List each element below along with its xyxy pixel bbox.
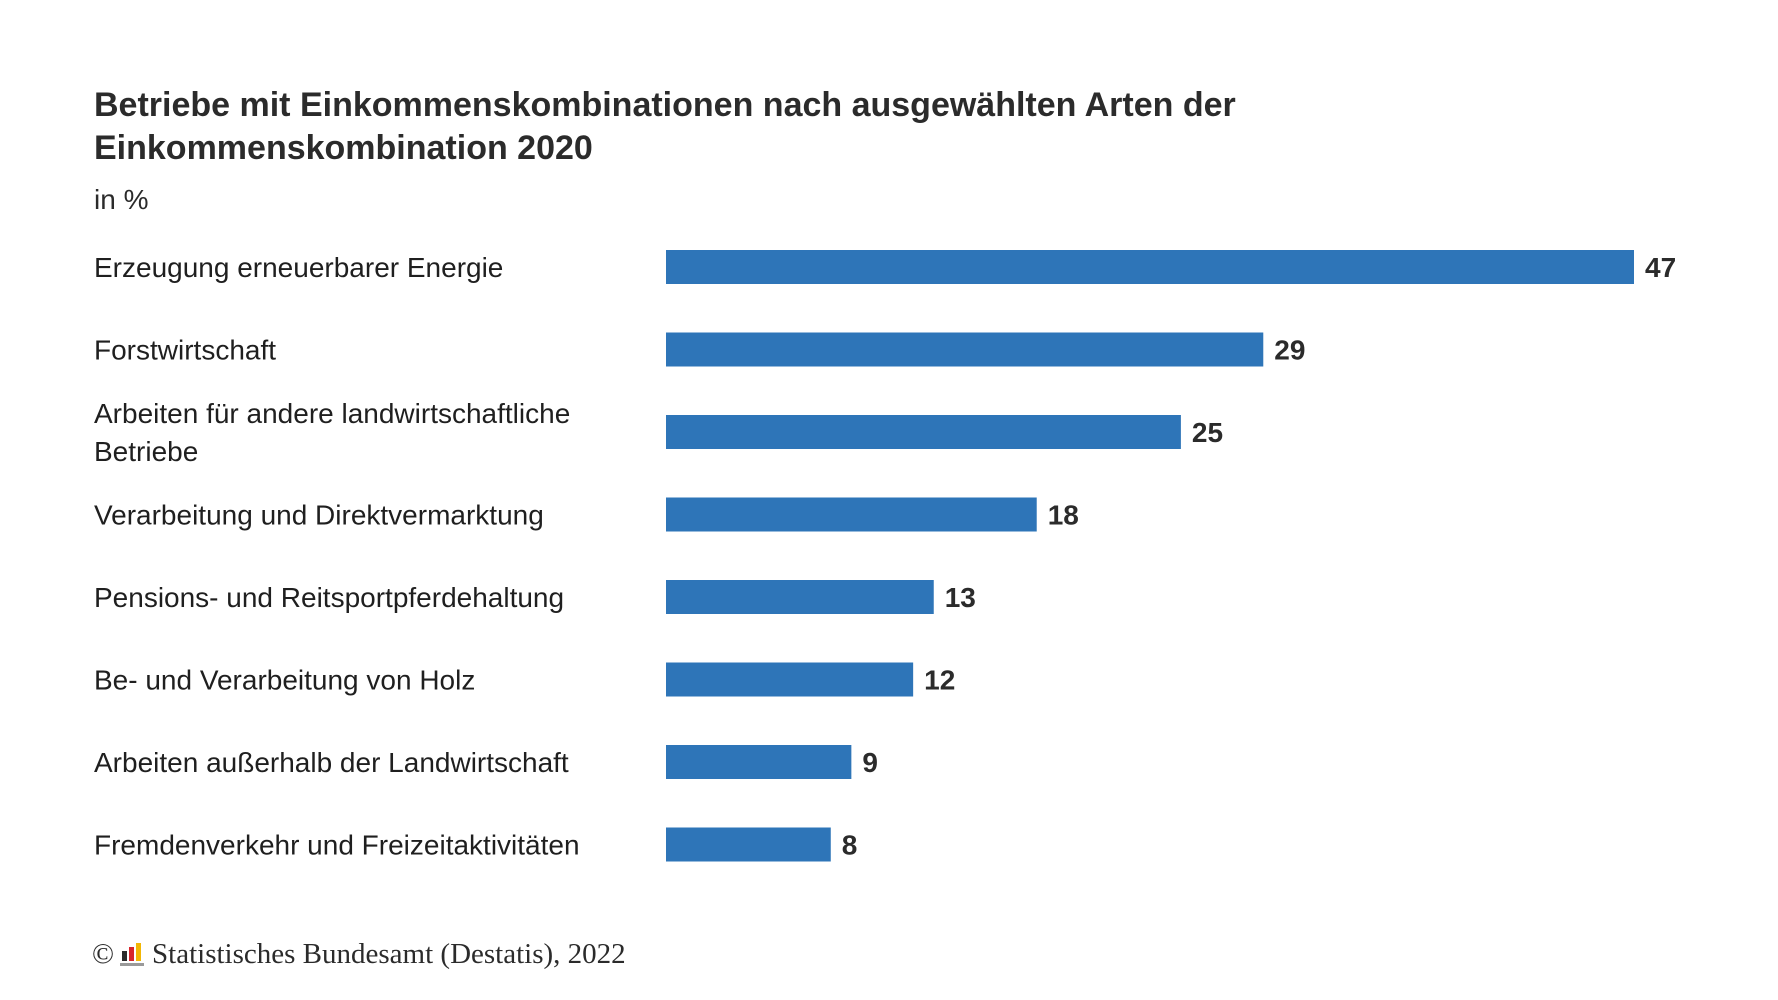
bar xyxy=(666,332,1264,367)
category-label: Pensions- und Reitsportpferdehaltung xyxy=(94,582,564,613)
source-footer: © Statistisches Bundesamt (Destatis), 20… xyxy=(92,938,626,971)
chart-title: Betriebe mit Einkommenskombinationen nac… xyxy=(94,86,1236,167)
chart-unit: in % xyxy=(94,184,149,215)
bar xyxy=(666,745,852,779)
bar-value-label: 12 xyxy=(924,665,955,696)
bar-chart: 47 Erzeugung erneuerbarer Energie 29 Forstw… xyxy=(94,250,1676,862)
bar xyxy=(666,497,1037,532)
bar-value-label: 47 xyxy=(1645,252,1676,283)
bar-value-label: 9 xyxy=(862,747,878,778)
destatis-logo-icon xyxy=(120,942,146,967)
copyright-symbol: © xyxy=(92,938,115,970)
category-label: Fremdenverkehr und Freizeitaktivitäten xyxy=(94,830,580,861)
category-label: Arbeiten für andere landwirtschaftliche B… xyxy=(94,398,570,467)
bar-value-label: 8 xyxy=(842,830,858,861)
source-text: Statistisches Bundesamt (Destatis), 2022 xyxy=(152,938,626,970)
bar-value-label: 18 xyxy=(1048,500,1079,531)
category-label: Erzeugung erneuerbarer Energie xyxy=(94,252,503,283)
bar xyxy=(666,415,1181,449)
category-label: Forstwirtschaft xyxy=(94,335,276,366)
bar xyxy=(666,580,934,614)
bar-value-label: 13 xyxy=(945,582,976,613)
bar xyxy=(666,827,831,862)
category-label: Be- und Verarbeitung von Holz xyxy=(94,665,475,696)
category-label: Arbeiten außerhalb der Landwirtschaft xyxy=(94,747,569,778)
category-label: Verarbeitung und Direktvermarktung xyxy=(94,500,544,531)
bar xyxy=(666,250,1634,284)
bar-value-label: 29 xyxy=(1274,335,1305,366)
bar xyxy=(666,662,914,697)
bar-value-label: 25 xyxy=(1192,417,1223,448)
